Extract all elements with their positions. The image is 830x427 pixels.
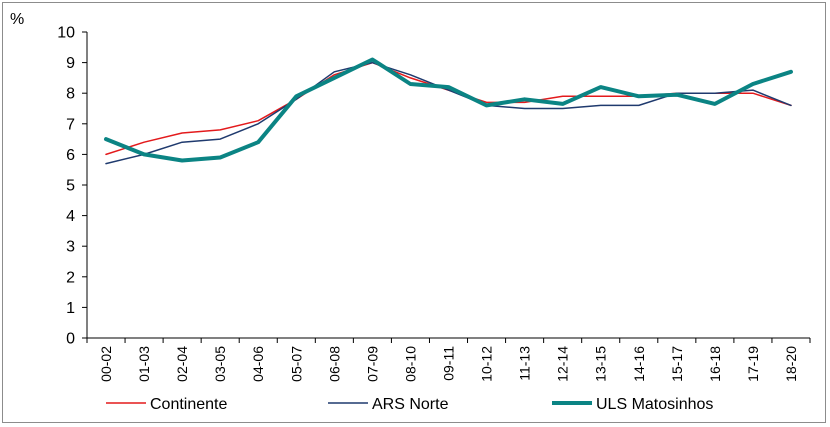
x-tick-label: 06-08	[326, 346, 342, 382]
legend-label: Continente	[150, 396, 227, 413]
y-tick-label: 2	[66, 269, 75, 286]
x-axis: 00-02 01-03 02-04 03-05 04-06 05-07 06-08 07-09…	[86, 337, 811, 382]
x-tick-label: 10-12	[479, 346, 495, 382]
x-tick-label: 02-04	[174, 346, 190, 382]
x-tick-label: 09-11	[441, 346, 457, 381]
x-tick-label: 14-16	[631, 346, 647, 382]
x-tick-label: 11-13	[517, 346, 533, 381]
y-tick-label: 9	[66, 55, 75, 72]
x-tick-label: 03-05	[212, 346, 228, 382]
series-line-ars-norte	[105, 61, 792, 165]
y-axis: 0 1 2 3 4 5 6 7 8 9 10	[57, 25, 88, 348]
x-tick-label: 17-19	[745, 346, 761, 382]
x-tick-label: 04-06	[250, 346, 266, 382]
x-tick-label: 12-14	[555, 346, 571, 382]
y-tick-label: 6	[66, 147, 75, 164]
series-lines	[104, 57, 793, 165]
series-line-uls-matosinhos	[104, 57, 793, 163]
x-tick-label: 08-10	[402, 346, 418, 382]
x-tick-label: 18-20	[783, 346, 799, 382]
legend-label: ARS Norte	[372, 396, 449, 413]
x-tick-label: 07-09	[364, 346, 380, 382]
x-tick-label: 01-03	[136, 346, 152, 382]
y-tick-label: 5	[66, 178, 75, 195]
y-tick-label: 0	[66, 331, 75, 348]
y-tick-label: 1	[66, 300, 75, 317]
y-axis-unit-label: %	[10, 11, 24, 28]
x-tick-label: 15-17	[669, 346, 685, 382]
legend-label: ULS Matosinhos	[596, 396, 713, 413]
x-tick-label: 13-15	[593, 346, 609, 382]
x-tick-label: 05-07	[288, 346, 304, 382]
y-tick-label: 3	[66, 239, 75, 256]
y-tick-label: 7	[66, 116, 75, 133]
y-tick-label: 4	[66, 208, 75, 225]
y-tick-label: 8	[66, 86, 75, 103]
x-tick-label: 16-18	[707, 346, 723, 382]
chart-frame	[2, 2, 826, 423]
y-tick-label: 10	[57, 25, 75, 42]
legend: Continente ARS Norte ULS Matosinhos	[106, 396, 713, 413]
x-tick-label: 00-02	[98, 346, 114, 382]
